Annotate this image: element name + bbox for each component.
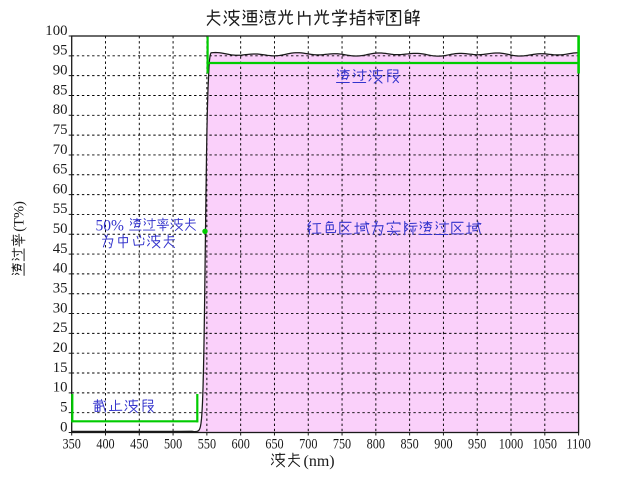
svg-text:60: 60 <box>53 181 68 197</box>
svg-text:40: 40 <box>53 261 68 277</box>
svg-text:70: 70 <box>53 142 68 158</box>
svg-text:350: 350 <box>63 437 81 453</box>
svg-text:400: 400 <box>96 437 114 453</box>
svg-text:95: 95 <box>53 43 68 59</box>
svg-text:20: 20 <box>53 340 68 356</box>
svg-text:1100: 1100 <box>566 437 590 453</box>
svg-text:100: 100 <box>45 23 67 39</box>
svg-text:800: 800 <box>367 437 385 453</box>
svg-text:45: 45 <box>53 241 68 257</box>
svg-text:(nm): (nm) <box>304 453 335 470</box>
svg-text:450: 450 <box>130 437 148 453</box>
svg-text:600: 600 <box>232 437 250 453</box>
svg-text:500: 500 <box>164 437 182 453</box>
svg-text:950: 950 <box>468 437 486 453</box>
svg-text:25: 25 <box>53 320 68 336</box>
svg-text:5: 5 <box>60 400 67 416</box>
svg-text:550: 550 <box>198 437 216 453</box>
svg-text:85: 85 <box>53 82 68 98</box>
svg-text:50%: 50% <box>96 218 125 235</box>
svg-text:700: 700 <box>299 437 317 453</box>
svg-text:650: 650 <box>265 437 283 453</box>
svg-text:1000: 1000 <box>499 437 523 453</box>
svg-text:90: 90 <box>53 62 68 78</box>
svg-text:55: 55 <box>53 201 68 217</box>
svg-text:750: 750 <box>333 437 351 453</box>
svg-text:75: 75 <box>53 122 68 138</box>
svg-text:10: 10 <box>53 380 68 396</box>
svg-text:1050: 1050 <box>533 437 557 453</box>
svg-text:850: 850 <box>400 437 418 453</box>
svg-text:900: 900 <box>434 437 452 453</box>
svg-text:15: 15 <box>53 360 68 376</box>
svg-text:30: 30 <box>53 300 68 316</box>
svg-text:(T%): (T%) <box>12 201 28 232</box>
svg-text:0: 0 <box>60 419 67 435</box>
svg-text:35: 35 <box>53 281 68 297</box>
svg-text:80: 80 <box>53 102 68 118</box>
svg-text:65: 65 <box>53 162 68 178</box>
svg-text:50: 50 <box>53 221 68 237</box>
